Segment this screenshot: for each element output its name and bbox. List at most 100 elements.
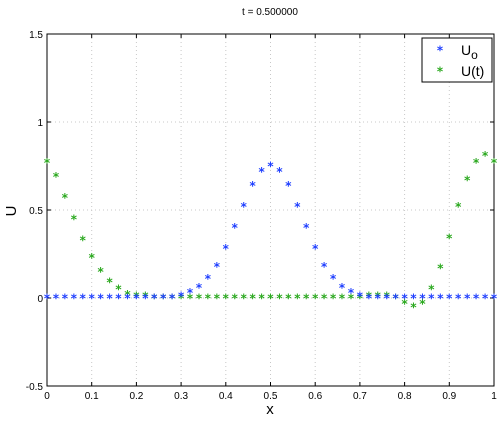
data-point: * <box>222 292 229 306</box>
data-point: * <box>321 260 328 274</box>
data-point: * <box>195 292 202 306</box>
data-point: * <box>52 170 59 184</box>
data-point: * <box>231 292 238 306</box>
data-point: * <box>410 292 417 306</box>
data-point: * <box>231 221 238 235</box>
data-point: * <box>177 290 184 304</box>
x-tick-label: 0.2 <box>129 391 143 402</box>
data-point: * <box>329 272 336 286</box>
data-point: * <box>338 292 345 306</box>
data-point: * <box>133 292 140 306</box>
y-axis-label: U <box>3 206 20 217</box>
data-point: * <box>428 292 435 306</box>
data-point: * <box>267 160 274 174</box>
data-point: * <box>106 276 113 290</box>
data-point: * <box>419 292 426 306</box>
data-point: * <box>240 200 247 214</box>
y-tick-label: 0 <box>37 294 43 305</box>
data-point: * <box>285 179 292 193</box>
data-point: * <box>285 292 292 306</box>
data-point: * <box>392 292 399 306</box>
data-point: * <box>294 200 301 214</box>
y-tick-label: 1 <box>37 118 43 129</box>
data-point: * <box>142 290 149 304</box>
data-point: * <box>151 292 158 306</box>
data-point: * <box>428 283 435 297</box>
data-point: * <box>79 292 86 306</box>
data-point: * <box>473 156 480 170</box>
data-point: * <box>374 290 381 304</box>
data-point: * <box>464 292 471 306</box>
data-point: * <box>43 156 50 170</box>
x-tick-label: 0.8 <box>398 391 412 402</box>
data-point: * <box>294 292 301 306</box>
x-tick-label: 0.9 <box>442 391 456 402</box>
data-point: * <box>249 292 256 306</box>
x-tick-label: 0.3 <box>174 391 188 402</box>
data-point: * <box>392 292 399 306</box>
data-point: * <box>401 292 408 306</box>
data-point: * <box>222 242 229 256</box>
data-point: * <box>213 292 220 306</box>
grid <box>47 34 494 386</box>
data-point: * <box>356 290 363 304</box>
data-point: * <box>61 292 68 306</box>
data-point: * <box>490 156 497 170</box>
series-1: ********* * * * * * * * * * * * * * * * * * * * * * * * * * * * * * * *… <box>43 149 497 314</box>
legend-box <box>421 37 493 83</box>
data-point: * <box>195 281 202 295</box>
data-point: * <box>177 292 184 306</box>
legend-marker: * <box>436 65 443 79</box>
x-tick-label: 0.7 <box>353 391 367 402</box>
plot-area: 0 0.1 0.2 0.3 0.4 0.5 0.6 0.7 0.8 0.9 1-0.500.511.… <box>26 30 498 402</box>
data-point: * <box>303 292 310 306</box>
data-point: * <box>124 292 131 306</box>
legend-marker: * <box>436 44 443 58</box>
data-point: * <box>410 300 417 314</box>
data-point: * <box>160 292 167 306</box>
legend[interactable]: * Uo * U(t) <box>421 37 493 83</box>
data-point: * <box>321 292 328 306</box>
data-point: * <box>258 292 265 306</box>
data-point: * <box>79 233 86 247</box>
data-point: * <box>490 292 497 306</box>
data-point: * <box>115 283 122 297</box>
data-point: * <box>133 290 140 304</box>
data-point: * <box>365 290 372 304</box>
x-tick-label: 0.5 <box>264 391 278 402</box>
y-tick-label: 1.5 <box>29 30 43 41</box>
series: ********* * * * * * * * * * * * * * * * * * * * * * * * * * * * * * * *… <box>43 149 497 314</box>
data-point: * <box>106 292 113 306</box>
data-point: * <box>88 251 95 265</box>
data-point: * <box>473 292 480 306</box>
data-point: * <box>186 292 193 306</box>
ticks: 0 0.1 0.2 0.3 0.4 0.5 0.6 0.7 0.8 0.9 1-0.500.511.… <box>26 30 497 402</box>
data-point: * <box>446 292 453 306</box>
data-point: * <box>312 292 319 306</box>
data-point: * <box>43 292 50 306</box>
data-point: * <box>455 200 462 214</box>
data-point: * <box>455 292 462 306</box>
data-point: * <box>186 286 193 300</box>
data-point: * <box>383 290 390 304</box>
y-tick-label: 0.5 <box>29 206 43 217</box>
data-point: * <box>383 292 390 306</box>
x-tick-label: 1 <box>491 391 497 402</box>
chart-title: t = 0.500000 <box>242 7 298 18</box>
x-tick-label: 0.6 <box>308 391 322 402</box>
data-point: * <box>446 232 453 246</box>
data-point: * <box>276 165 283 179</box>
data-point: * <box>97 292 104 306</box>
data-point: * <box>61 191 68 205</box>
data-point: * <box>356 292 363 306</box>
data-point: * <box>151 292 158 306</box>
data-point: * <box>160 292 167 306</box>
data-point: * <box>70 292 77 306</box>
data-point: * <box>124 288 131 302</box>
data-point: * <box>213 260 220 274</box>
data-point: * <box>249 179 256 193</box>
data-point: * <box>204 272 211 286</box>
data-point: * <box>481 149 488 163</box>
legend-label: Uo <box>461 42 478 62</box>
data-point: * <box>347 292 354 306</box>
